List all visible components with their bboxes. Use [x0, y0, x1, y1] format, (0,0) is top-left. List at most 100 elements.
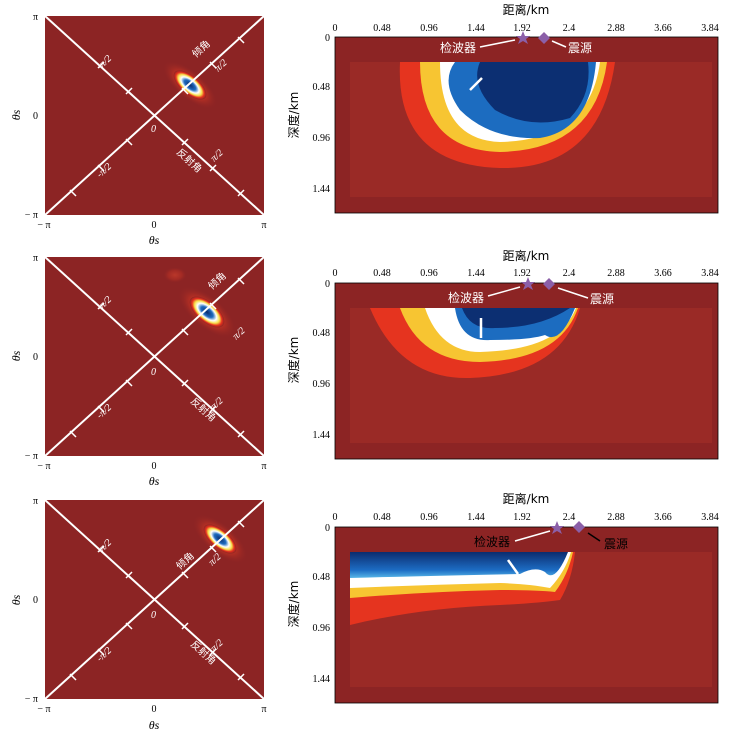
- source-label: 震源: [604, 537, 628, 551]
- y-tick-3: 1.44: [313, 674, 331, 685]
- x-tick-7: 3.66: [654, 268, 672, 279]
- x-tick-zero: 0: [152, 220, 157, 231]
- energy-focus: [189, 296, 225, 328]
- x-tick-2: 0.96: [420, 268, 438, 279]
- row-3: -π/2 -π/2 π/2 π/2 0 倾角 反射角 π 0 − π − π 0…: [9, 491, 719, 732]
- y-axis-ticks: 0 0.48 0.96 1.44: [313, 523, 331, 685]
- x-axis-ticks: 0 0.48 0.96 1.44 1.92 2.4 2.88 3.66 3.84: [333, 512, 719, 523]
- x-tick-0: 0: [333, 512, 338, 523]
- x-tick-5: 2.4: [563, 23, 576, 34]
- x-tick-8: 3.84: [701, 268, 719, 279]
- source-diamond-icon: [538, 32, 550, 44]
- y-axis-label: 深度/km: [286, 92, 301, 139]
- x-tick-pi: π: [261, 704, 266, 715]
- source-arrow: [587, 532, 601, 542]
- x-axis-label: 距离/km: [503, 2, 550, 17]
- top-strip: [350, 50, 650, 62]
- y-axis-label: 深度/km: [286, 337, 301, 384]
- y-axis-label: θs: [9, 594, 23, 605]
- x-tick-8: 3.84: [701, 512, 719, 523]
- x-tick-8: 3.84: [701, 23, 719, 34]
- x-tick-6: 2.88: [607, 23, 625, 34]
- receiver-star-icon: [521, 277, 535, 290]
- x-tick-neg-pi: − π: [37, 704, 50, 715]
- angle-gather-2: -π/2 -π/2 π/2 π/2 0 倾角 反射角 π 0 − π − π 0…: [9, 253, 267, 488]
- x-tick-3: 1.44: [467, 23, 485, 34]
- y-axis-label: θs: [9, 109, 23, 120]
- y-tick-2: 0.96: [313, 623, 331, 634]
- y-tick-2: 0.96: [313, 379, 331, 390]
- x-axis-ticks: 0 0.48 0.96 1.44 1.92 2.4 2.88 3.66 3.84: [333, 23, 719, 34]
- receiver-star-icon: [516, 31, 530, 44]
- y-tick-pi: π: [33, 253, 38, 264]
- source-diamond-icon: [573, 521, 585, 533]
- y-axis-ticks: 0 0.48 0.96 1.44: [313, 279, 331, 441]
- receiver-arrow: [479, 39, 516, 48]
- dip-angle-axis: [44, 499, 265, 700]
- source-arrow: [557, 287, 589, 299]
- dip-angle-axis: [44, 15, 265, 216]
- source-label: 震源: [590, 292, 614, 306]
- x-tick-zero: 0: [152, 461, 157, 472]
- y-tick-pi: π: [33, 496, 38, 507]
- axis-ticks: [69, 520, 245, 681]
- depth-image-3: 0 0.48 0.96 1.44 1.92 2.4 2.88 3.66 3.84…: [286, 491, 719, 704]
- x-tick-7: 3.66: [654, 23, 672, 34]
- x-tick-1: 0.48: [373, 23, 391, 34]
- x-tick-5: 2.4: [563, 512, 576, 523]
- row-1: -π/2 -π/2 π/2 π/2 0 倾角 反射角 π 0 − π − π 0…: [9, 2, 719, 247]
- x-tick-7: 3.66: [654, 512, 672, 523]
- x-tick-4: 1.92: [513, 23, 531, 34]
- receiver-label: 检波器: [440, 40, 476, 55]
- x-tick-3: 1.44: [467, 512, 485, 523]
- energy-focus: [173, 70, 207, 100]
- y-tick-neg-pi: − π: [25, 694, 38, 705]
- x-axis-label: θs: [149, 233, 160, 247]
- y-tick-zero: 0: [33, 352, 38, 363]
- y-tick-3: 1.44: [313, 430, 331, 441]
- source-label: 震源: [568, 41, 592, 55]
- x-tick-6: 2.88: [607, 512, 625, 523]
- x-tick-zero: 0: [152, 704, 157, 715]
- blue-anomaly: [350, 552, 568, 578]
- x-axis-label: 距离/km: [503, 248, 550, 263]
- x-tick-0: 0: [333, 268, 338, 279]
- x-tick-neg-pi: − π: [37, 461, 50, 472]
- x-tick-6: 2.88: [607, 268, 625, 279]
- x-tick-1: 0.48: [373, 512, 391, 523]
- y-tick-1: 0.48: [313, 572, 331, 583]
- label-zero: 0: [151, 610, 156, 621]
- y-tick-3: 1.44: [313, 184, 331, 195]
- x-tick-3: 1.44: [467, 268, 485, 279]
- x-tick-neg-pi: − π: [37, 220, 50, 231]
- y-tick-zero: 0: [33, 111, 38, 122]
- x-axis-label: θs: [149, 718, 160, 732]
- label-zero: 0: [151, 367, 156, 378]
- x-tick-2: 0.96: [420, 23, 438, 34]
- receiver-label: 检波器: [448, 290, 484, 305]
- weak-energy: [163, 267, 187, 283]
- y-tick-neg-pi: − π: [25, 451, 38, 462]
- y-tick-neg-pi: − π: [25, 210, 38, 221]
- row-2: -π/2 -π/2 π/2 π/2 0 倾角 反射角 π 0 − π − π 0…: [9, 248, 719, 488]
- depth-image-2: 0 0.48 0.96 1.44 1.92 2.4 2.88 3.66 3.84…: [286, 248, 719, 460]
- label-zero: 0: [151, 124, 156, 135]
- angle-gather-1: -π/2 -π/2 π/2 π/2 0 倾角 反射角 π 0 − π − π 0…: [9, 12, 267, 247]
- y-tick-0: 0: [325, 523, 330, 534]
- y-axis-ticks: 0 0.48 0.96 1.44: [313, 33, 331, 195]
- y-tick-0: 0: [325, 279, 330, 290]
- receiver-label: 检波器: [474, 534, 510, 549]
- x-tick-4: 1.92: [513, 512, 531, 523]
- deep-blue-core: [477, 62, 589, 123]
- receiver-arrow: [487, 286, 521, 297]
- reflector-dip: [469, 77, 483, 91]
- source-diamond-icon: [543, 278, 555, 290]
- x-tick-pi: π: [261, 220, 266, 231]
- dip-angle-axis: [44, 256, 265, 457]
- x-tick-0: 0: [333, 23, 338, 34]
- receiver-star-icon: [550, 521, 564, 534]
- x-tick-4: 1.92: [513, 268, 531, 279]
- y-axis-label: 深度/km: [286, 581, 301, 628]
- y-tick-zero: 0: [33, 595, 38, 606]
